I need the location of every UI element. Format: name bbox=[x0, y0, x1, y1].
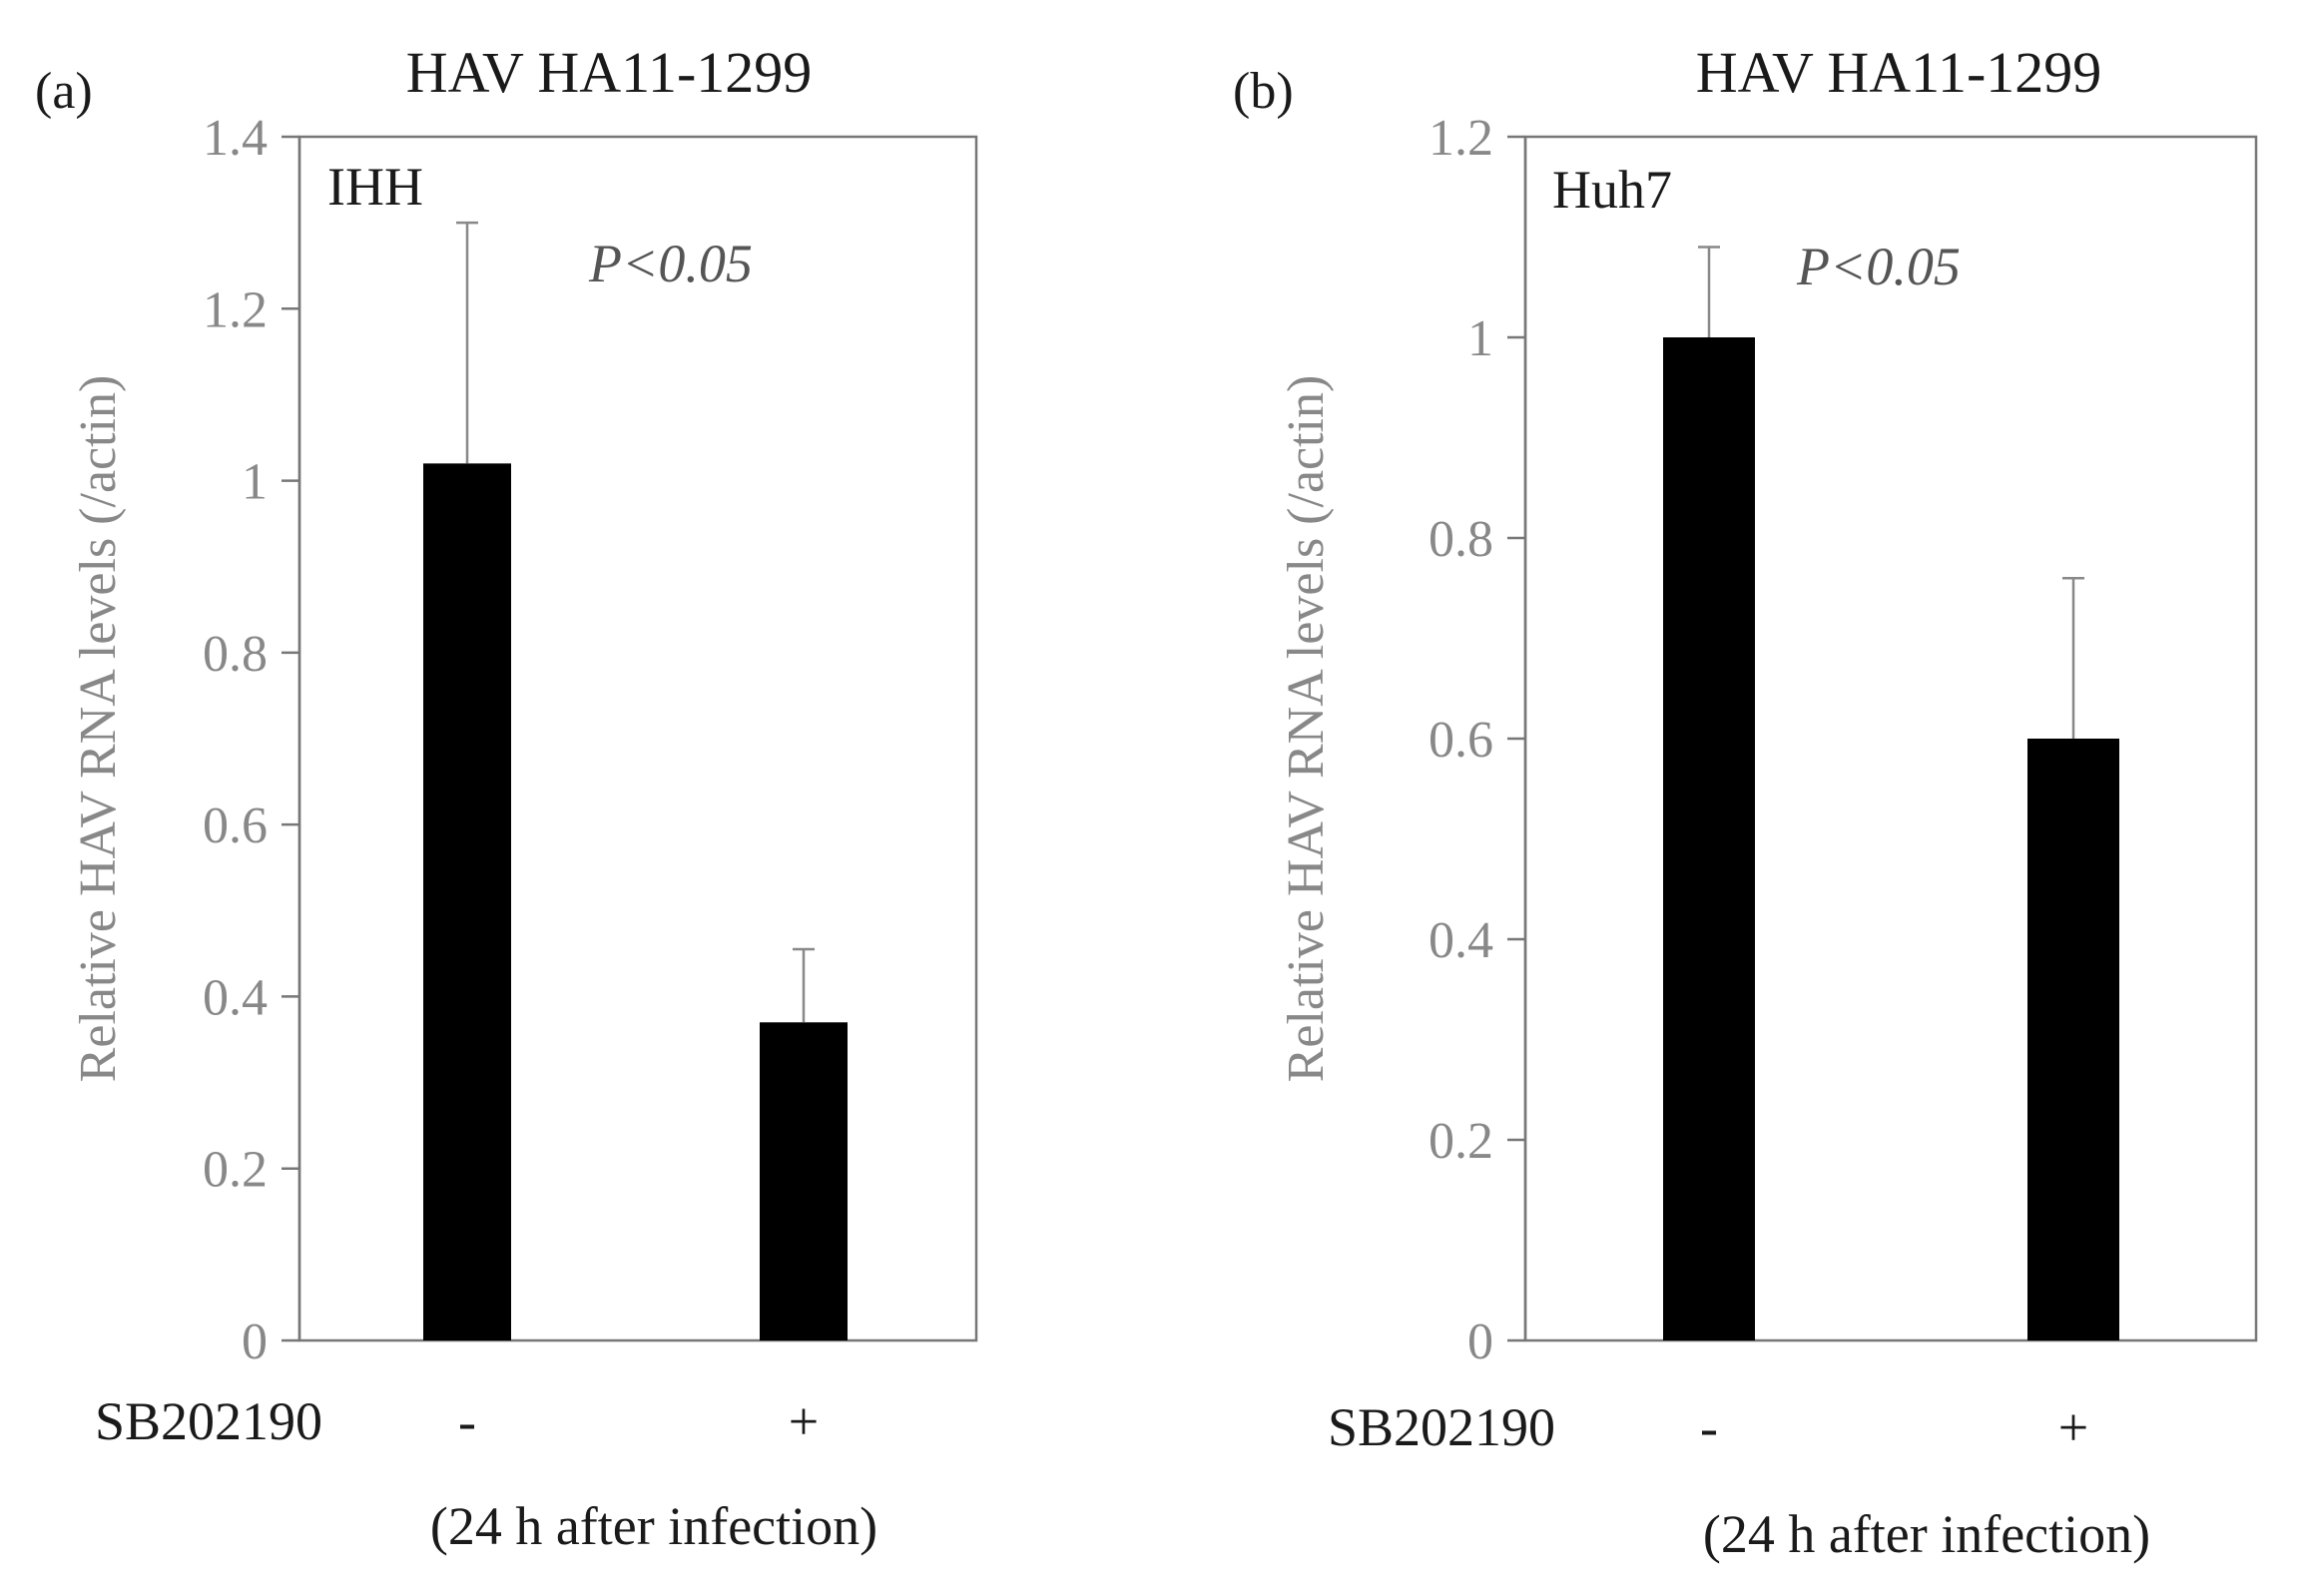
panel-a-category-labels: - + bbox=[458, 1391, 819, 1451]
panel-a-ylabel: Relative HAV RNA levels (/actin) bbox=[70, 375, 127, 1083]
panel-a: (a) HAV HA11-1299 Relative HAV RNA level… bbox=[35, 40, 978, 1556]
panel-a-bar bbox=[423, 463, 511, 1340]
panel-a-y-tick-label: 0.4 bbox=[203, 969, 268, 1026]
panel-b-bar bbox=[1663, 337, 1755, 1340]
panel-a-title: HAV HA11-1299 bbox=[406, 40, 813, 105]
panel-b-y-tick-label: 0 bbox=[1467, 1314, 1493, 1370]
panel-b-cell-line: Huh7 bbox=[1552, 160, 1672, 220]
panel-a-y-ticks: 0 0.2 0.4 0.6 0.8 1 1.2 1.4 bbox=[203, 110, 299, 1370]
panel-b-time-note: (24 h after infection) bbox=[1703, 1504, 2150, 1564]
panel-a-cell-line: IHH bbox=[327, 157, 423, 217]
panel-a-y-tick-label: 0.6 bbox=[203, 798, 268, 854]
panel-a-bar bbox=[760, 1022, 848, 1340]
panel-a-category-label: + bbox=[789, 1391, 819, 1451]
panel-a-y-tick-label: 1.2 bbox=[203, 281, 268, 338]
panel-b-y-tick-label: 0.4 bbox=[1429, 912, 1493, 969]
panel-b-plot-frame bbox=[1523, 135, 2258, 1342]
panel-b-y-tick-label: 0.2 bbox=[1429, 1113, 1493, 1170]
panel-a-pvalue: P<0.05 bbox=[588, 234, 753, 293]
panel-a-time-note: (24 h after infection) bbox=[430, 1496, 877, 1556]
panel-b-category-labels: - + bbox=[1700, 1397, 2088, 1457]
panel-b: (b) HAV HA11-1299 Relative HAV RNA level… bbox=[1233, 40, 2258, 1564]
panel-a-bars bbox=[423, 221, 848, 1340]
panel-a-y-tick-label: 0.2 bbox=[203, 1142, 268, 1199]
panel-b-letter: (b) bbox=[1233, 63, 1294, 120]
panel-a-y-tick-label: 1.4 bbox=[203, 110, 268, 167]
panel-b-bars bbox=[1663, 246, 2119, 1340]
panel-a-y-tick-label: 1 bbox=[242, 454, 268, 511]
panel-a-y-tick-label: 0.8 bbox=[203, 626, 268, 683]
panel-a-letter: (a) bbox=[35, 63, 93, 120]
panel-b-pvalue: P<0.05 bbox=[1796, 237, 1961, 296]
panel-b-y-tick-label: 1 bbox=[1467, 310, 1493, 367]
panel-b-bar bbox=[2027, 739, 2119, 1340]
panel-b-y-tick-label: 0.8 bbox=[1429, 511, 1493, 568]
panel-b-ylabel: Relative HAV RNA levels (/actin) bbox=[1278, 375, 1335, 1083]
panel-a-y-tick-label: 0 bbox=[242, 1314, 268, 1370]
panel-b-treatment-label: SB202190 bbox=[1328, 1397, 1555, 1457]
panel-b-y-ticks: 0 0.2 0.4 0.6 0.8 1 1.2 bbox=[1429, 110, 1525, 1370]
panel-b-y-tick-label: 1.2 bbox=[1429, 110, 1493, 167]
panel-b-title: HAV HA11-1299 bbox=[1696, 40, 2102, 105]
panel-b-y-tick-label: 0.6 bbox=[1429, 712, 1493, 769]
panel-a-plot-frame bbox=[297, 135, 978, 1342]
panel-b-category-label: + bbox=[2058, 1397, 2088, 1457]
panel-a-treatment-label: SB202190 bbox=[95, 1391, 322, 1451]
panel-b-category-label: - bbox=[1700, 1397, 1718, 1457]
panel-a-category-label: - bbox=[458, 1391, 476, 1451]
